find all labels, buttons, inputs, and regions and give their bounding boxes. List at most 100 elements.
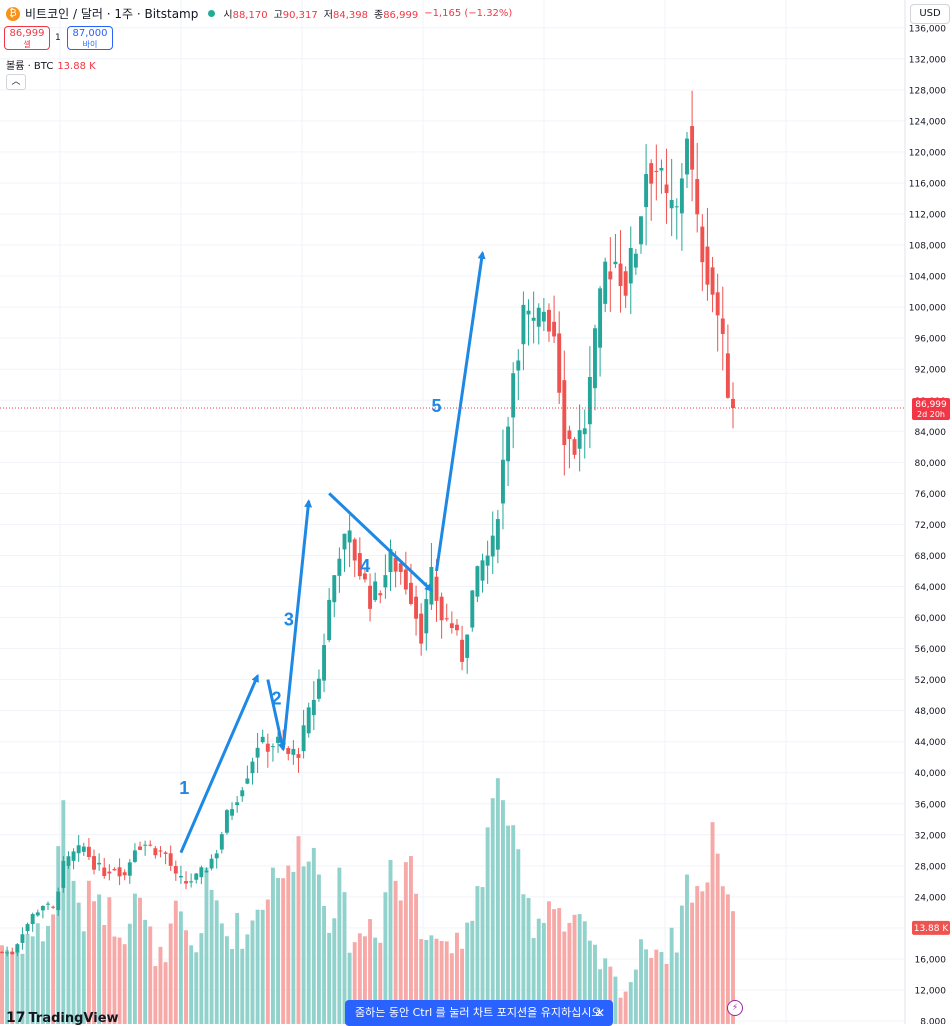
- candle-body: [674, 206, 679, 208]
- candle-body: [398, 563, 403, 572]
- candle-body: [408, 582, 413, 604]
- collapse-legend-button[interactable]: ︿: [6, 74, 26, 90]
- volume-bar: [276, 877, 280, 1024]
- price-tick-label: 120,000: [909, 148, 946, 158]
- spread-value: 1: [55, 33, 61, 43]
- volume-bar: [475, 886, 480, 1024]
- volume-bar: [117, 937, 122, 1024]
- volume-bar: [408, 856, 413, 1024]
- candle-body: [322, 645, 327, 681]
- tradingview-logo[interactable]: 17 TradingView: [6, 1010, 119, 1026]
- volume-bar: [71, 880, 76, 1024]
- candle-body: [521, 304, 526, 345]
- zoom-hint-banner: 줌하는 동안 Ctrl 를 눌러 차트 포지션을 유지하십시오 ✕: [345, 1000, 613, 1026]
- candle-body: [725, 353, 730, 398]
- price-tick-label: 92,000: [915, 366, 947, 376]
- price-tick-label: 128,000: [909, 86, 946, 96]
- symbol-header[interactable]: ₿ 비트코인 / 달러 · 1주 · Bitstamp 시88,170 고90,…: [6, 5, 518, 22]
- volume-bar: [235, 913, 240, 1024]
- candle-body: [506, 426, 511, 462]
- wave-4-arrow: [328, 492, 433, 592]
- candle-body: [649, 163, 654, 184]
- wave-label-1: 1: [179, 778, 189, 798]
- volume-bar: [0, 945, 4, 1024]
- volume-bar: [531, 938, 536, 1024]
- volume-bar: [240, 948, 245, 1024]
- candle-body: [327, 599, 332, 641]
- volume-bar: [710, 822, 715, 1024]
- candle-body: [608, 271, 613, 280]
- candle-body: [240, 790, 245, 797]
- candle-body: [224, 810, 229, 833]
- candle-body: [112, 869, 117, 871]
- price-axis-background: [905, 0, 952, 1024]
- candle-body: [235, 802, 240, 806]
- candle-body: [276, 736, 280, 743]
- candle-body: [337, 558, 342, 576]
- currency-button[interactable]: USD: [910, 4, 950, 24]
- candle-body: [132, 850, 137, 862]
- candle-body: [143, 844, 148, 846]
- candle-body: [107, 871, 112, 874]
- volume-bar: [306, 861, 311, 1024]
- price-tick-label: 80,000: [915, 459, 947, 469]
- volume-bar: [316, 874, 321, 1024]
- volume-bar: [695, 886, 700, 1024]
- candle-body: [587, 377, 592, 425]
- candle-body: [168, 853, 173, 866]
- candle-body: [710, 267, 715, 295]
- symbol-title[interactable]: 비트코인 / 달러 · 1주 · Bitstamp: [25, 7, 199, 21]
- sell-button[interactable]: 86,999 셀: [4, 26, 50, 50]
- lightning-icon[interactable]: ⚡: [727, 1000, 743, 1016]
- sell-price: 86,999: [9, 28, 45, 39]
- price-tick-label: 8,000: [920, 1018, 946, 1024]
- volume-bar: [582, 921, 587, 1024]
- candle-body: [352, 539, 357, 561]
- volume-bar: [337, 867, 342, 1024]
- candle-body: [429, 566, 434, 605]
- candle-body: [511, 373, 516, 418]
- volume-value-tag: [912, 920, 950, 935]
- price-tick-label: 52,000: [915, 676, 947, 686]
- candle-body: [393, 557, 398, 572]
- wave-label-3: 3: [284, 609, 294, 629]
- candle-body: [148, 844, 153, 846]
- candle-body: [342, 533, 347, 550]
- price-tick-label: 32,000: [915, 831, 947, 841]
- volume-legend-value: 13.88 K: [57, 61, 96, 72]
- candle-body: [720, 318, 725, 334]
- candle-body: [0, 951, 4, 953]
- candle-body: [700, 226, 705, 263]
- candle-body: [71, 851, 76, 861]
- volume-bar: [414, 893, 419, 1024]
- low-label: 저: [323, 10, 333, 21]
- candle-body: [46, 903, 50, 905]
- volume-bar: [122, 944, 127, 1024]
- volume-bar: [255, 909, 260, 1024]
- candle-body: [270, 746, 275, 748]
- volume-bar: [291, 871, 296, 1024]
- candle-body: [35, 912, 40, 916]
- volume-bar: [679, 905, 684, 1024]
- volume-bar: [644, 949, 649, 1024]
- buy-button[interactable]: 87,000 바이: [67, 26, 113, 50]
- volume-bar: [725, 894, 730, 1024]
- volume-bar: [158, 946, 163, 1024]
- price-axis[interactable]: 8,00012,00016,00020,00024,00028,00032,00…: [904, 0, 952, 1024]
- candle-body: [265, 743, 270, 752]
- wave-2-arrow: [266, 679, 286, 752]
- volume-bar: [516, 849, 521, 1024]
- candle-body: [654, 170, 659, 172]
- price-tick-label: 44,000: [915, 738, 947, 748]
- volume-bar: [127, 923, 132, 1024]
- candle-body: [495, 519, 500, 550]
- volume-legend[interactable]: 볼륨 · BTC 13.88 K: [6, 57, 96, 72]
- volume-bar: [102, 925, 107, 1024]
- volume-bar: [526, 898, 531, 1024]
- volume-bar: [439, 941, 444, 1024]
- close-icon[interactable]: ✕: [594, 1006, 605, 1020]
- candle-body: [388, 549, 393, 573]
- candle-body: [531, 317, 536, 321]
- candle-body: [659, 167, 664, 171]
